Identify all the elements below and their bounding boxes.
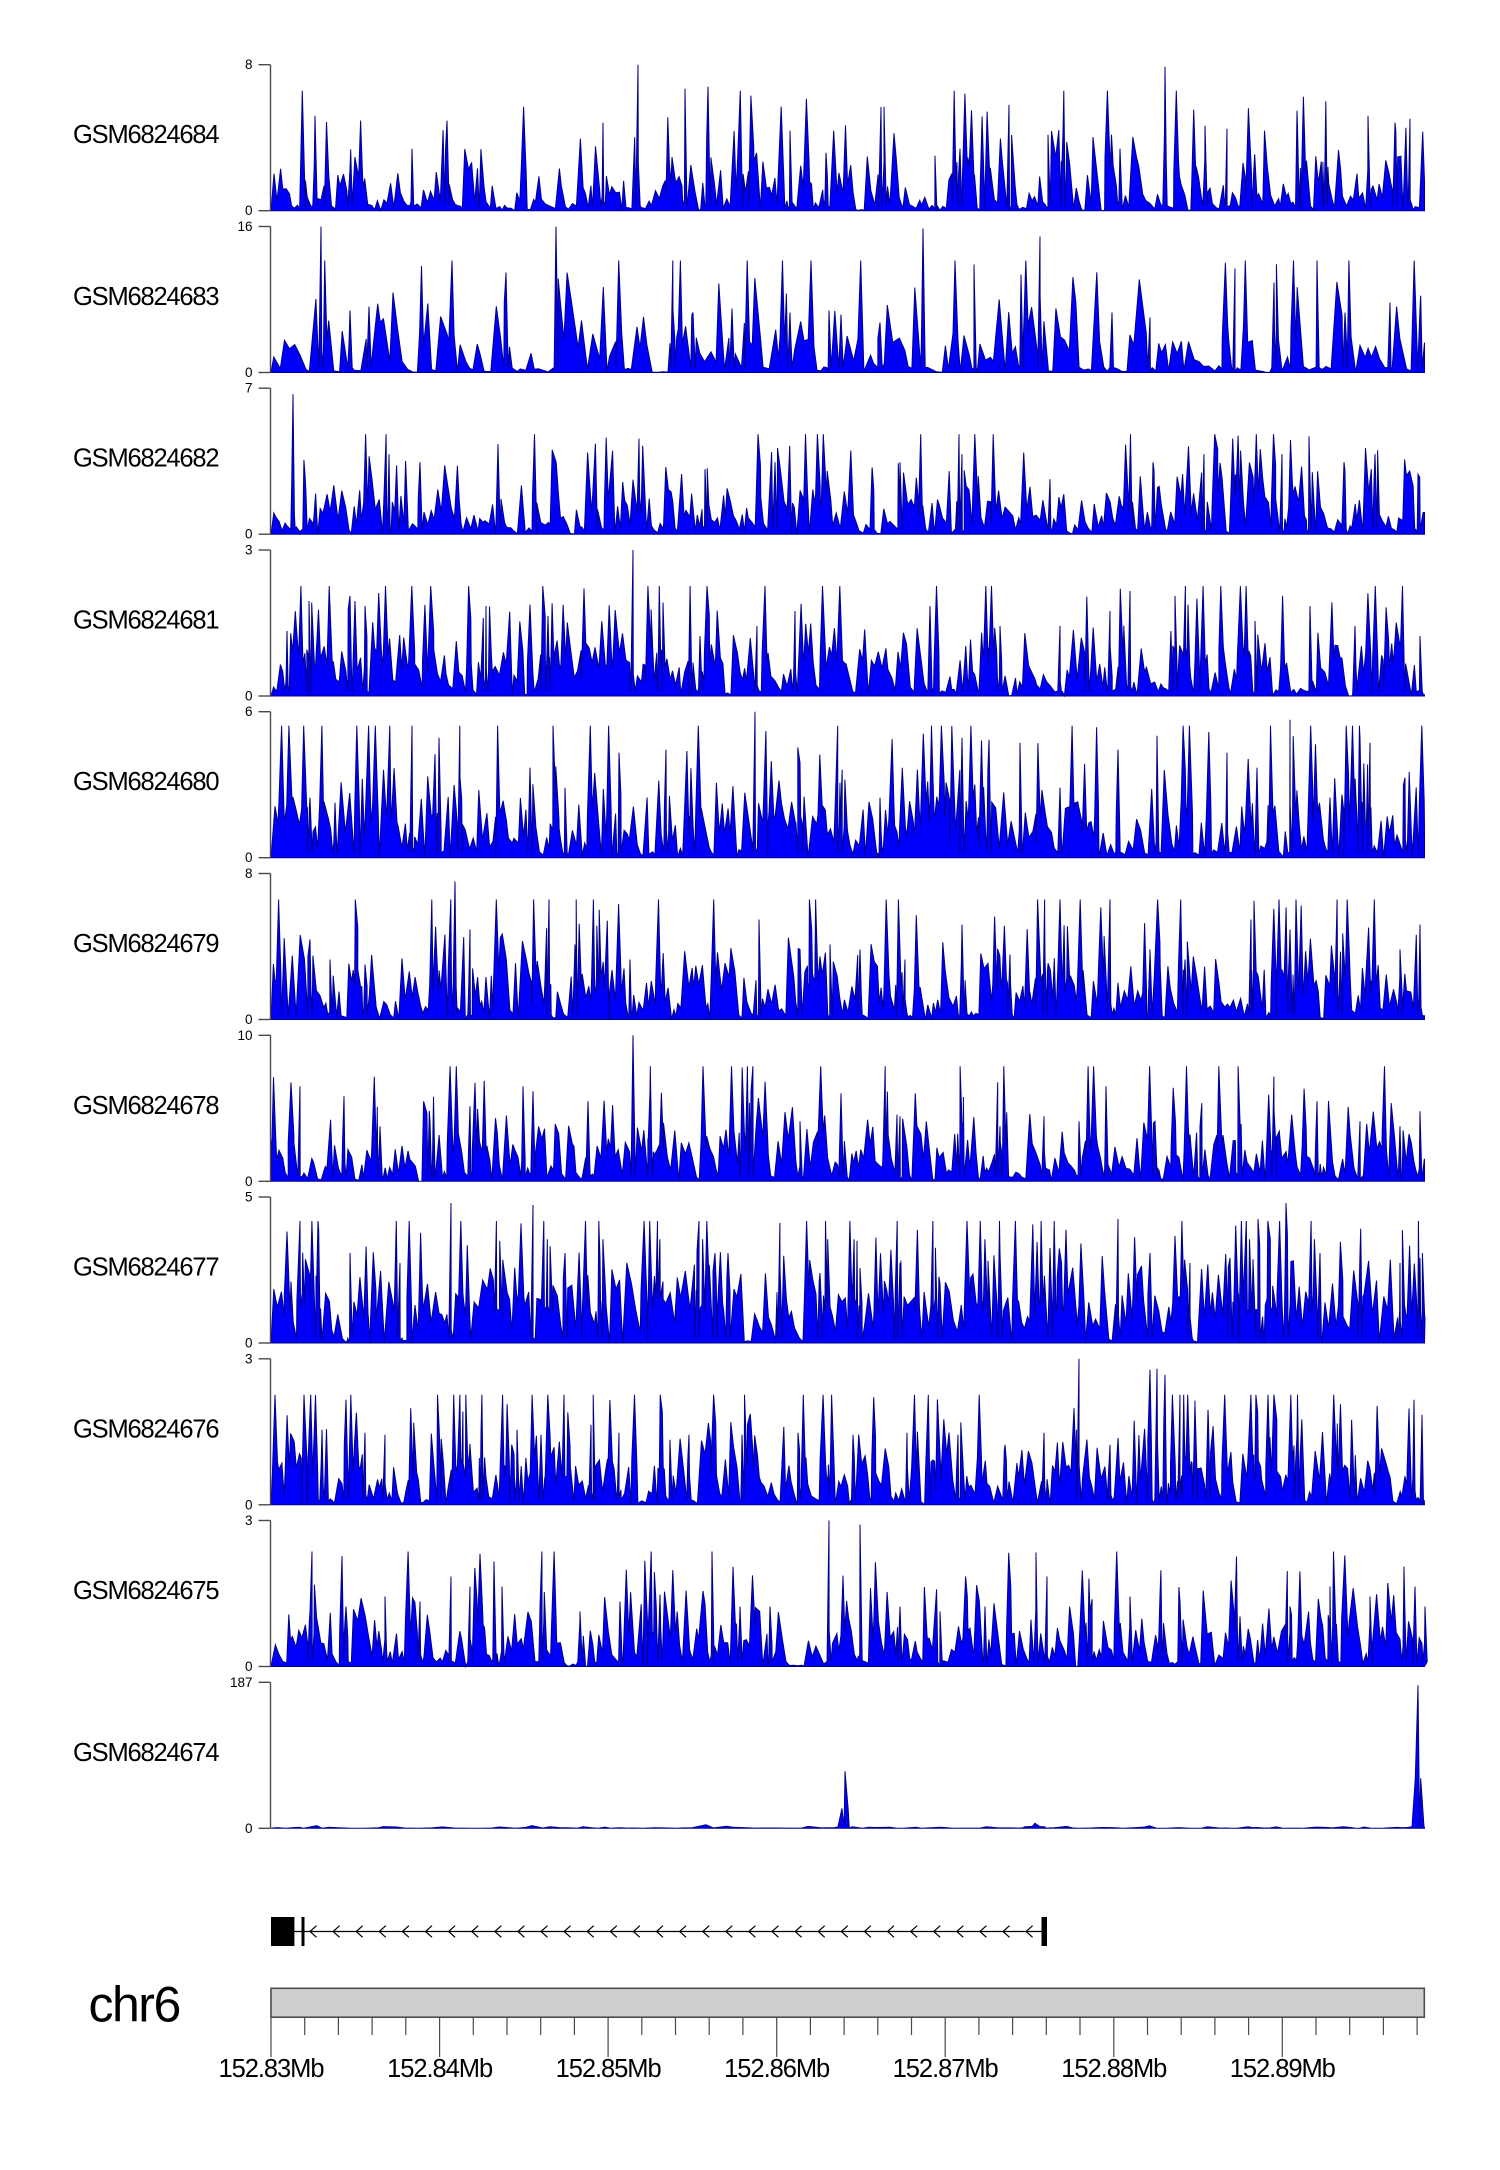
svg-text:GSM6824678: GSM6824678 <box>73 1092 219 1120</box>
svg-text:7: 7 <box>245 381 253 396</box>
svg-text:0: 0 <box>245 203 253 218</box>
svg-text:16: 16 <box>237 219 252 234</box>
svg-text:6: 6 <box>245 704 253 719</box>
svg-text:152.87Mb: 152.87Mb <box>893 2055 999 2083</box>
svg-text:152.85Mb: 152.85Mb <box>556 2055 662 2083</box>
svg-text:152.86Mb: 152.86Mb <box>724 2055 830 2083</box>
svg-text:GSM6824676: GSM6824676 <box>73 1415 219 1443</box>
svg-text:GSM6824682: GSM6824682 <box>73 445 218 473</box>
svg-text:0: 0 <box>245 1659 253 1674</box>
svg-text:GSM6824679: GSM6824679 <box>73 930 218 958</box>
svg-text:0: 0 <box>245 689 253 704</box>
svg-text:8: 8 <box>245 866 253 881</box>
svg-text:3: 3 <box>245 1351 253 1366</box>
svg-text:10: 10 <box>237 1028 252 1043</box>
svg-text:152.89Mb: 152.89Mb <box>1230 2055 1336 2083</box>
svg-text:0: 0 <box>245 527 253 542</box>
svg-text:0: 0 <box>245 850 253 865</box>
svg-text:GSM6824681: GSM6824681 <box>73 607 218 635</box>
svg-text:152.84Mb: 152.84Mb <box>387 2055 493 2083</box>
svg-text:GSM6824680: GSM6824680 <box>73 768 219 796</box>
svg-text:GSM6824684: GSM6824684 <box>73 121 219 149</box>
svg-text:187: 187 <box>230 1675 253 1690</box>
svg-text:0: 0 <box>245 1336 253 1351</box>
svg-text:8: 8 <box>245 57 253 72</box>
svg-text:152.88Mb: 152.88Mb <box>1061 2055 1167 2083</box>
svg-text:152.83Mb: 152.83Mb <box>218 2055 324 2083</box>
svg-text:0: 0 <box>245 365 253 380</box>
svg-text:chr6: chr6 <box>89 1977 180 2033</box>
svg-text:5: 5 <box>245 1190 253 1205</box>
svg-text:GSM6824683: GSM6824683 <box>73 283 219 311</box>
svg-text:0: 0 <box>245 1174 253 1189</box>
svg-text:0: 0 <box>245 1821 253 1836</box>
svg-text:GSM6824677: GSM6824677 <box>73 1254 218 1282</box>
svg-text:GSM6824674: GSM6824674 <box>73 1739 219 1767</box>
svg-text:0: 0 <box>245 1012 253 1027</box>
svg-text:3: 3 <box>245 1513 253 1528</box>
svg-text:3: 3 <box>245 543 253 558</box>
svg-text:GSM6824675: GSM6824675 <box>73 1577 219 1605</box>
svg-text:0: 0 <box>245 1497 253 1512</box>
